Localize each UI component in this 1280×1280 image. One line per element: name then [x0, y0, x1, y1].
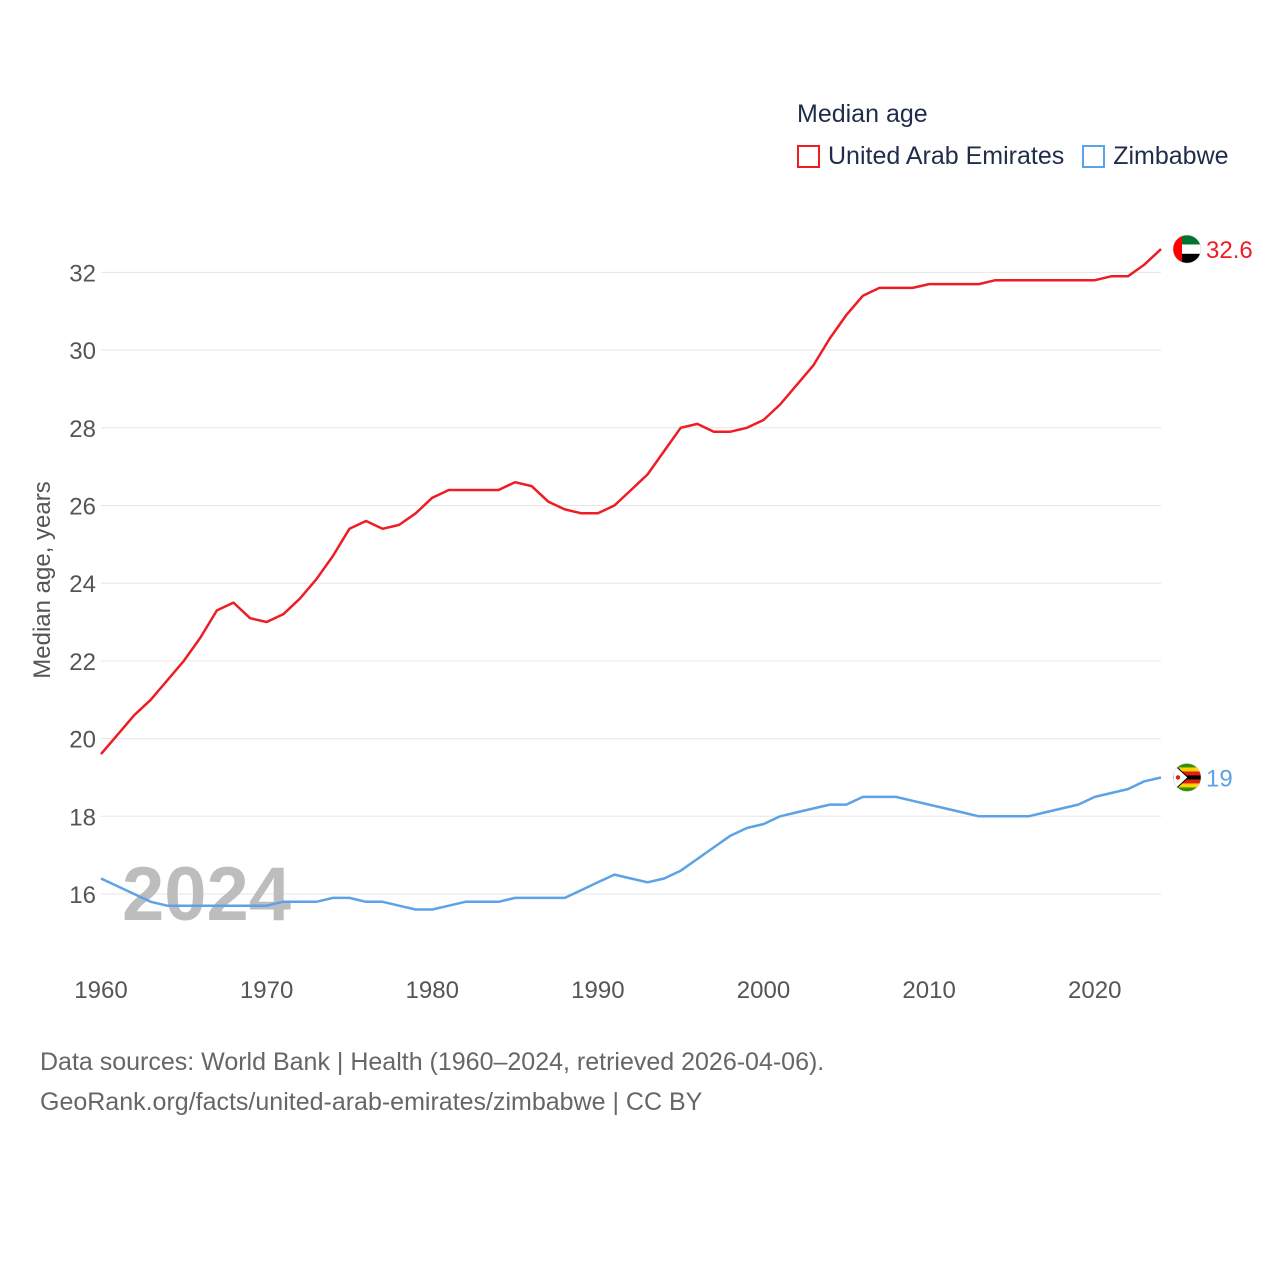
legend-title: Median age [797, 100, 928, 128]
x-tick-label: 1960 [74, 977, 127, 1004]
year-watermark: 2024 [122, 852, 291, 937]
y-tick-label: 20 [69, 727, 96, 754]
y-tick-label: 26 [69, 494, 96, 521]
series-line-zimbabwe [100, 776, 1162, 911]
legend-item-zimbabwe[interactable]: Zimbabwe [1082, 142, 1229, 171]
legend-item-uae[interactable]: United Arab Emirates [797, 142, 1064, 171]
y-tick-label: 16 [69, 882, 96, 909]
x-tick-label: 1970 [240, 977, 293, 1004]
y-tick-label: 22 [69, 649, 96, 676]
legend-label-zimbabwe: Zimbabwe [1113, 142, 1229, 170]
end-markers: 32.6 19 [1172, 234, 1253, 792]
zimbabwe-flag-icon [1172, 763, 1202, 792]
credit-link[interactable]: GeoRank.org/facts/united-arab-emirates/z… [40, 1088, 703, 1116]
x-tick-label: 2010 [902, 977, 955, 1004]
x-tick-label: 2020 [1068, 977, 1121, 1004]
uae-flag-icon [1172, 234, 1202, 264]
end-value-label: 32.6 [1206, 237, 1253, 264]
x-tick-label: 1990 [571, 977, 624, 1004]
x-axis-ticks: 1960 1970 1980 1990 2000 2010 2020 [74, 977, 1121, 1004]
y-tick-label: 18 [69, 804, 96, 831]
data-sources-text: Data sources: World Bank | Health (1960–… [40, 1048, 825, 1076]
y-tick-label: 30 [69, 338, 96, 365]
y-axis-label: Median age, years [29, 481, 56, 678]
x-tick-label: 2000 [737, 977, 790, 1004]
y-tick-label: 32 [69, 260, 96, 287]
gridlines [101, 271, 1161, 895]
legend-swatch-uae [797, 145, 820, 168]
legend-label-uae: United Arab Emirates [828, 142, 1065, 170]
series-lines [100, 248, 1162, 911]
y-axis-ticks: 16 18 20 22 24 26 28 30 32 [69, 260, 96, 909]
y-tick-label: 28 [69, 416, 96, 443]
footer: Data sources: World Bank | Health (1960–… [40, 1042, 824, 1122]
series-line-uae [100, 248, 1162, 755]
y-tick-label: 24 [69, 571, 96, 598]
legend-swatch-zimbabwe [1082, 145, 1106, 168]
end-value-label: 19 [1206, 765, 1233, 792]
x-tick-label: 1980 [406, 977, 459, 1004]
legend: United Arab Emirates Zimbabwe [797, 142, 1229, 171]
